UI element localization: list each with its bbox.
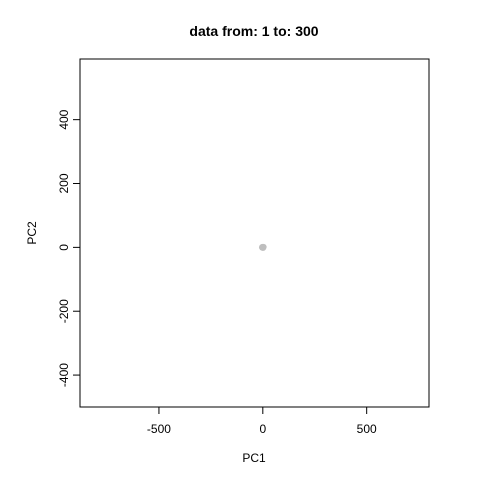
chart-title: data from: 1 to: 300 — [189, 23, 318, 39]
y-tick-label: -200 — [57, 299, 71, 323]
plot-frame — [79, 58, 430, 408]
x-tick-label: -500 — [147, 422, 171, 436]
x-tick-label: 500 — [357, 422, 377, 436]
y-tick-label: 0 — [57, 244, 71, 251]
y-tick-label: -400 — [57, 363, 71, 387]
x-axis: -500 0 500 — [147, 406, 377, 436]
data-point — [259, 243, 266, 251]
y-axis-label: PC2 — [25, 221, 39, 245]
x-axis-label: PC1 — [242, 451, 266, 465]
y-tick-label: 400 — [57, 109, 71, 129]
points-layer — [258, 243, 267, 251]
y-axis: -400 -200 0 200 400 — [57, 109, 81, 387]
y-tick-label: 200 — [57, 173, 71, 193]
x-tick-label: 0 — [259, 422, 266, 436]
